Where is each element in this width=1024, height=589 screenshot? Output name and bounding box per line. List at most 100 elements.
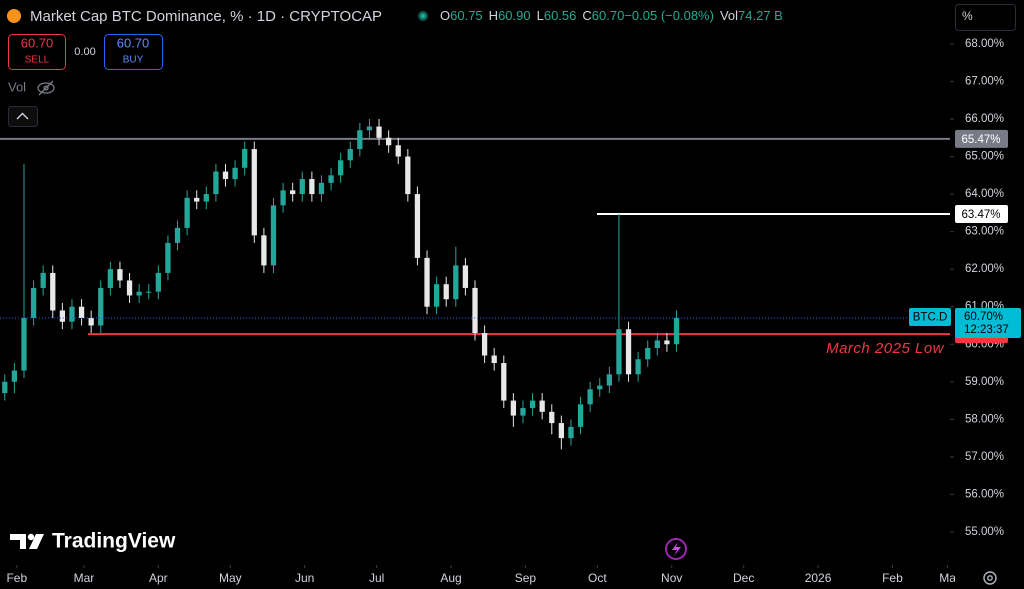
- candle-body: [654, 340, 660, 349]
- candle-body: [88, 317, 94, 326]
- level-price-box: [955, 129, 1008, 148]
- candle-body: [203, 194, 209, 202]
- symbol-label: BTC.D: [913, 312, 948, 324]
- level-note: March 2025 Low: [826, 340, 945, 357]
- candle-body: [616, 329, 622, 375]
- x-tick-label: Oct: [588, 571, 607, 585]
- chart-title: Market Cap BTC Dominance, % · 1D · CRYPT…: [30, 8, 382, 25]
- candle-body: [251, 149, 257, 236]
- symbol-box: [909, 307, 951, 326]
- quote-key: H: [489, 8, 498, 23]
- unit-button[interactable]: [955, 4, 1016, 31]
- buy-price: 60.70: [117, 35, 150, 50]
- x-tick-label: Ma: [939, 571, 956, 585]
- candle-body: [107, 269, 113, 288]
- sell-label: SELL: [25, 55, 50, 66]
- candle-body: [424, 257, 430, 307]
- flash-icon[interactable]: [665, 538, 687, 560]
- x-tick-label: Dec: [733, 571, 754, 585]
- x-tick-label: Apr: [149, 571, 168, 585]
- last-price-box: [955, 307, 1021, 338]
- candle-body: [664, 340, 670, 345]
- x-tick-label: Sep: [515, 571, 537, 585]
- candle-body: [222, 171, 229, 180]
- collapse-arrow: [16, 112, 29, 120]
- y-tick-label: 58.00%: [965, 413, 1004, 425]
- buy-button[interactable]: [104, 34, 163, 70]
- level-price-box: [955, 204, 1008, 223]
- candle-body: [98, 287, 104, 326]
- candle-body: [549, 411, 555, 424]
- unit-label: %: [962, 9, 973, 23]
- quote-value: −0.05 (−0.08%): [624, 8, 714, 23]
- candle-body: [2, 381, 8, 394]
- candle-body: [405, 156, 411, 195]
- candle-body: [673, 317, 680, 345]
- quote-value: 60.56: [544, 8, 577, 23]
- x-tick-label: Feb: [882, 571, 903, 585]
- candle-body: [472, 287, 478, 333]
- candle-body: [481, 332, 488, 356]
- y-tick-label: 57.00%: [965, 451, 1004, 463]
- candle-body: [232, 167, 238, 180]
- candle-body: [529, 400, 536, 409]
- candle-body: [309, 179, 315, 195]
- level-price-label: 65.47%: [961, 134, 1000, 146]
- candle-body: [395, 145, 401, 157]
- y-tick-label: 66.00%: [965, 113, 1004, 125]
- x-tick-label: May: [219, 571, 242, 585]
- hide-eye-icon[interactable]: [37, 80, 55, 96]
- candle-body: [78, 306, 85, 318]
- candle-body: [290, 190, 296, 195]
- settings-icon[interactable]: [983, 571, 997, 585]
- candle-body: [126, 280, 133, 296]
- candle-body: [366, 126, 373, 131]
- spread: 0.00: [74, 46, 95, 58]
- tradingview-logo: [10, 533, 44, 549]
- quote-value: 74.27 B: [738, 8, 783, 23]
- candle-body: [59, 310, 66, 322]
- y-tick-label: 59.00%: [965, 376, 1004, 388]
- x-tick-label: Aug: [440, 571, 461, 585]
- candle-body: [155, 272, 161, 292]
- collapse-button[interactable]: [8, 106, 38, 127]
- candle-body: [184, 197, 190, 228]
- candle-body: [558, 423, 565, 439]
- candle-body: [347, 149, 353, 161]
- x-tick-label: Mar: [74, 571, 95, 585]
- candle-body: [491, 355, 497, 364]
- buy-label: BUY: [123, 55, 144, 66]
- volume-label: Vol: [8, 79, 26, 94]
- plot-area: [0, 119, 950, 450]
- candle-body: [40, 272, 46, 288]
- status-dot-core: [420, 13, 426, 19]
- candle-body: [645, 348, 651, 360]
- quote-value: 60.75: [450, 8, 483, 23]
- x-tick-label: Jun: [295, 571, 314, 585]
- candle-body: [50, 272, 56, 311]
- candle-body: [606, 374, 612, 386]
- candle-body: [165, 242, 171, 273]
- candle-body: [328, 175, 334, 183]
- y-tick-label: 65.00%: [965, 151, 1004, 163]
- y-tick-label: 55.00%: [965, 526, 1004, 538]
- candle-body: [213, 171, 219, 195]
- candle-body: [174, 227, 181, 243]
- countdown: 12:23:37: [964, 324, 1009, 336]
- candle-body: [587, 389, 593, 405]
- candle-body: [30, 287, 37, 318]
- candle-body: [194, 197, 200, 202]
- y-tick-label: 56.00%: [965, 488, 1004, 500]
- y-tick-label: 67.00%: [965, 75, 1004, 87]
- candle-body: [299, 179, 305, 195]
- sell-button[interactable]: [8, 34, 66, 70]
- candle-body: [136, 291, 142, 296]
- quote-key: O: [440, 8, 450, 23]
- sell-price: 60.70: [21, 35, 54, 50]
- candle-body: [261, 235, 267, 266]
- quote-value: 60.70: [592, 8, 625, 23]
- candle-body: [577, 404, 584, 427]
- x-tick-label: Nov: [661, 571, 682, 585]
